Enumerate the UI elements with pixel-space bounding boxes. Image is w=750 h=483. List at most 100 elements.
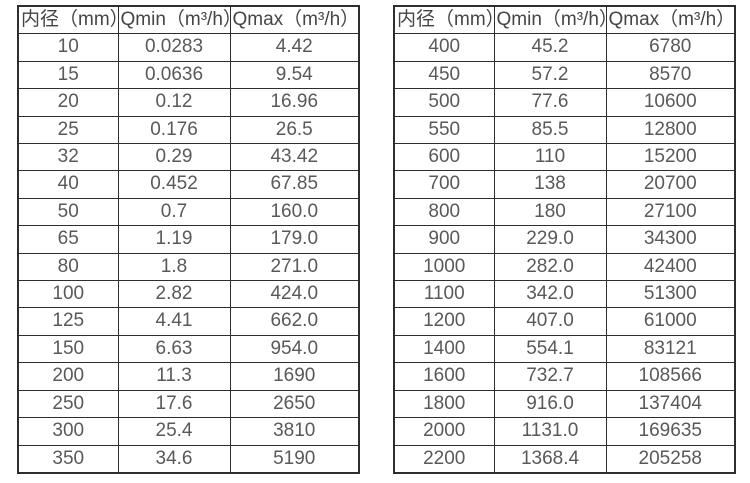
table-cell: 954.0	[229, 334, 360, 364]
table-cell: 350	[17, 444, 119, 474]
table-cell: 25.4	[117, 417, 231, 446]
table-cell: 179.0	[229, 225, 360, 254]
table-cell: 800	[393, 197, 495, 227]
table-cell: 1600	[393, 362, 495, 391]
table-cell: 67.85	[229, 170, 360, 199]
table-row: 250 17.6 2650	[17, 389, 360, 419]
table-cell: 662.0	[229, 307, 360, 336]
table-row: 300 25.4 3810	[17, 417, 360, 446]
table-cell: 0.0283	[117, 33, 231, 62]
table-row: 2000 1131.0 169635	[393, 417, 736, 446]
table-cell: 0.7	[117, 197, 231, 227]
table-row: 100 2.82 424.0	[17, 280, 360, 309]
table-cell: 1.8	[117, 252, 231, 282]
table-cell: 1.19	[117, 225, 231, 254]
table-cell: 100	[17, 280, 119, 309]
table-row: 2200 1368.4 205258	[393, 444, 736, 474]
table-cell: 1131.0	[493, 417, 607, 446]
table-cell: 2000	[393, 417, 495, 446]
table-cell: 16.96	[229, 88, 360, 117]
table-row: 65 1.19 179.0	[17, 225, 360, 254]
table-cell: 2200	[393, 444, 495, 474]
table-cell: 83121	[605, 334, 736, 364]
column-header: Qmax（m³/h）	[605, 5, 736, 35]
table-cell: 125	[17, 307, 119, 336]
table-cell: 12800	[605, 115, 736, 145]
table-cell: 108566	[605, 362, 736, 391]
table-row: 25 0.176 26.5	[17, 115, 360, 145]
table-header-row: 内径（mm） Qmin（m³/h） Qmax（m³/h）	[17, 5, 360, 35]
table-row: 700 138 20700	[393, 170, 736, 199]
table-cell: 2.82	[117, 280, 231, 309]
table-cell: 732.7	[493, 362, 607, 391]
flow-rate-table-left: 内径（mm） Qmin（m³/h） Qmax（m³/h） 10 0.0283 4.42 1…	[17, 5, 360, 474]
table-cell: 200	[17, 362, 119, 391]
table-cell: 17.6	[117, 389, 231, 419]
table-cell: 1690	[229, 362, 360, 391]
table-cell: 6780	[605, 33, 736, 62]
table-row: 20 0.12 16.96	[17, 88, 360, 117]
table-cell: 271.0	[229, 252, 360, 282]
flow-rate-table-right: 内径（mm） Qmin（m³/h） Qmax（m³/h） 400 45.2 6780 45…	[393, 5, 736, 474]
table-cell: 916.0	[493, 389, 607, 419]
table-cell: 61000	[605, 307, 736, 336]
table-cell: 51300	[605, 280, 736, 309]
table-cell: 900	[393, 225, 495, 254]
table-cell: 57.2	[493, 60, 607, 90]
table-cell: 150	[17, 334, 119, 364]
table-row: 900 229.0 34300	[393, 225, 736, 254]
table-cell: 407.0	[493, 307, 607, 336]
table-header-row: 内径（mm） Qmin（m³/h） Qmax（m³/h）	[393, 5, 736, 35]
table-cell: 1200	[393, 307, 495, 336]
table-cell: 50	[17, 197, 119, 227]
table-cell: 6.63	[117, 334, 231, 364]
table-cell: 11.3	[117, 362, 231, 391]
table-cell: 1800	[393, 389, 495, 419]
column-header: Qmax（m³/h）	[229, 5, 360, 35]
table-row: 200 11.3 1690	[17, 362, 360, 391]
table-cell: 10600	[605, 88, 736, 117]
table-cell: 229.0	[493, 225, 607, 254]
table-cell: 5190	[229, 444, 360, 474]
table-cell: 32	[17, 143, 119, 172]
table-row: 150 6.63 954.0	[17, 334, 360, 364]
table-row: 40 0.452 67.85	[17, 170, 360, 199]
table-cell: 0.29	[117, 143, 231, 172]
table-cell: 250	[17, 389, 119, 419]
table-row: 1600 732.7 108566	[393, 362, 736, 391]
table-cell: 34300	[605, 225, 736, 254]
table-row: 1400 554.1 83121	[393, 334, 736, 364]
column-header: 内径（mm）	[17, 5, 119, 35]
table-cell: 20	[17, 88, 119, 117]
table-cell: 34.6	[117, 444, 231, 474]
table-cell: 42400	[605, 252, 736, 282]
table-cell: 1368.4	[493, 444, 607, 474]
table-cell: 424.0	[229, 280, 360, 309]
table-cell: 0.452	[117, 170, 231, 199]
table-row: 600 110 15200	[393, 143, 736, 172]
table-row: 550 85.5 12800	[393, 115, 736, 145]
table-cell: 4.42	[229, 33, 360, 62]
table-cell: 65	[17, 225, 119, 254]
table-cell: 85.5	[493, 115, 607, 145]
table-cell: 8570	[605, 60, 736, 90]
table-cell: 137404	[605, 389, 736, 419]
table-cell: 1400	[393, 334, 495, 364]
table-cell: 27100	[605, 197, 736, 227]
column-header: Qmin（m³/h）	[493, 5, 607, 35]
table-cell: 4.41	[117, 307, 231, 336]
table-cell: 110	[493, 143, 607, 172]
table-cell: 300	[17, 417, 119, 446]
table-cell: 169635	[605, 417, 736, 446]
table-cell: 0.176	[117, 115, 231, 145]
table-row: 450 57.2 8570	[393, 60, 736, 90]
table-row: 1200 407.0 61000	[393, 307, 736, 336]
table-cell: 550	[393, 115, 495, 145]
table-cell: 9.54	[229, 60, 360, 90]
table-row: 125 4.41 662.0	[17, 307, 360, 336]
table-cell: 160.0	[229, 197, 360, 227]
table-row: 350 34.6 5190	[17, 444, 360, 474]
table-cell: 1000	[393, 252, 495, 282]
table-row: 1000 282.0 42400	[393, 252, 736, 282]
